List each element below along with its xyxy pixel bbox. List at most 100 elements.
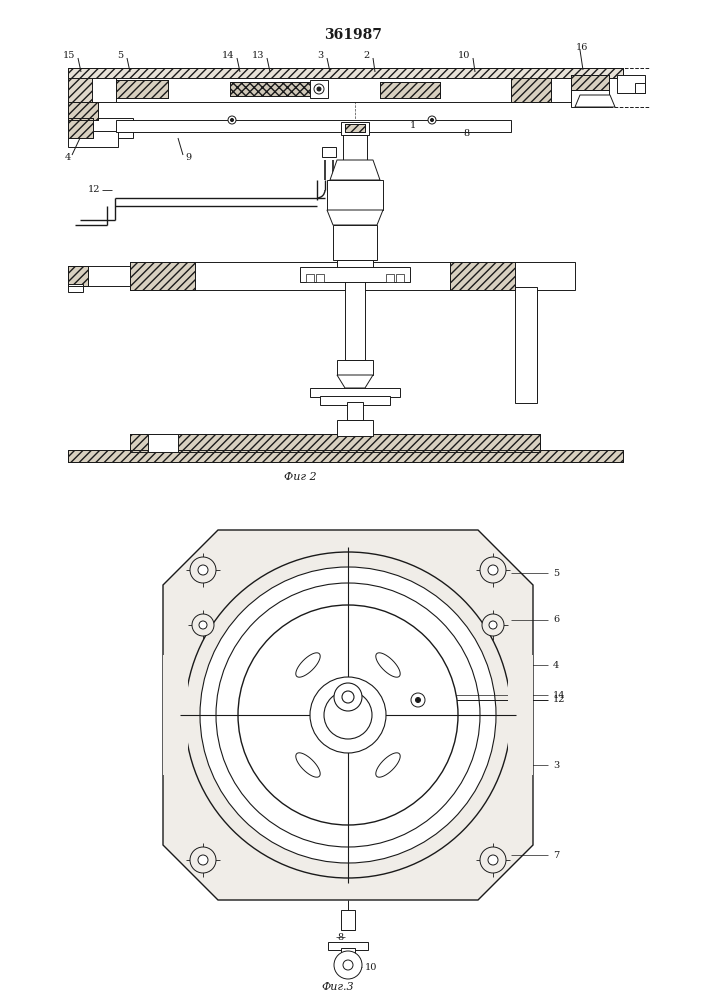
- Bar: [68, 68, 623, 78]
- Text: 16: 16: [575, 42, 588, 51]
- Circle shape: [480, 557, 506, 583]
- Circle shape: [488, 565, 498, 575]
- Bar: [450, 262, 515, 290]
- Bar: [337, 360, 373, 375]
- Bar: [130, 434, 540, 452]
- Bar: [380, 82, 440, 98]
- Circle shape: [216, 583, 480, 847]
- Bar: [163, 655, 188, 775]
- Text: 10: 10: [365, 962, 378, 972]
- Bar: [68, 450, 623, 462]
- Text: 15: 15: [63, 51, 75, 60]
- Bar: [327, 180, 383, 210]
- Circle shape: [198, 565, 208, 575]
- Bar: [322, 147, 336, 157]
- Bar: [508, 655, 533, 775]
- Bar: [571, 75, 609, 90]
- Bar: [306, 274, 314, 282]
- Bar: [635, 83, 645, 93]
- Bar: [116, 120, 511, 132]
- Bar: [116, 78, 511, 102]
- Polygon shape: [163, 530, 533, 900]
- Bar: [68, 118, 133, 138]
- Text: Фиг.3: Фиг.3: [322, 982, 354, 992]
- Bar: [511, 78, 571, 102]
- Text: 8: 8: [463, 129, 469, 138]
- Text: 2: 2: [363, 51, 370, 60]
- Bar: [230, 82, 310, 96]
- Bar: [68, 68, 623, 78]
- Bar: [571, 75, 609, 107]
- Text: 12: 12: [88, 186, 100, 194]
- Text: 8: 8: [337, 932, 343, 942]
- Polygon shape: [575, 95, 615, 107]
- Circle shape: [428, 116, 436, 124]
- Circle shape: [199, 621, 207, 629]
- Bar: [68, 78, 92, 102]
- Bar: [68, 284, 83, 292]
- Bar: [68, 131, 118, 147]
- Circle shape: [228, 116, 236, 124]
- Circle shape: [416, 698, 421, 702]
- Polygon shape: [327, 210, 383, 225]
- Bar: [450, 262, 515, 290]
- Circle shape: [230, 118, 233, 121]
- Circle shape: [185, 552, 511, 878]
- Bar: [68, 118, 93, 138]
- Circle shape: [334, 683, 362, 711]
- Bar: [316, 274, 324, 282]
- Bar: [148, 434, 178, 452]
- Text: 6: 6: [553, 615, 559, 624]
- Circle shape: [480, 847, 506, 873]
- Circle shape: [488, 855, 498, 865]
- Bar: [380, 82, 440, 98]
- Circle shape: [342, 691, 354, 703]
- Text: 3: 3: [317, 51, 324, 60]
- Polygon shape: [376, 753, 400, 777]
- Circle shape: [343, 960, 353, 970]
- Bar: [68, 78, 116, 102]
- Text: 14: 14: [221, 51, 234, 60]
- Bar: [617, 75, 645, 93]
- Bar: [230, 82, 310, 96]
- Bar: [341, 910, 355, 930]
- Bar: [68, 118, 93, 138]
- Bar: [320, 396, 390, 405]
- Polygon shape: [296, 753, 320, 777]
- Bar: [345, 280, 365, 360]
- Text: 361987: 361987: [324, 28, 382, 42]
- Bar: [116, 80, 168, 98]
- Bar: [130, 262, 195, 290]
- Polygon shape: [337, 375, 373, 388]
- Circle shape: [324, 691, 372, 739]
- Circle shape: [198, 855, 208, 865]
- Bar: [116, 80, 168, 98]
- Circle shape: [489, 621, 497, 629]
- Polygon shape: [296, 653, 320, 677]
- Circle shape: [482, 614, 504, 636]
- Text: Фиг 2: Фиг 2: [284, 472, 316, 482]
- Text: 13: 13: [252, 51, 264, 60]
- Circle shape: [314, 84, 324, 94]
- Circle shape: [334, 951, 362, 979]
- Text: 4: 4: [553, 660, 559, 670]
- Bar: [68, 102, 98, 120]
- Bar: [571, 75, 609, 90]
- Bar: [310, 388, 400, 397]
- Bar: [328, 942, 368, 950]
- Text: 12: 12: [553, 696, 566, 704]
- Bar: [68, 266, 88, 286]
- Circle shape: [190, 557, 216, 583]
- Bar: [68, 102, 98, 120]
- Bar: [300, 267, 410, 282]
- Bar: [343, 135, 367, 160]
- Circle shape: [190, 847, 216, 873]
- Text: 10: 10: [457, 51, 470, 60]
- Bar: [396, 274, 404, 282]
- Text: 9: 9: [185, 153, 191, 162]
- Bar: [130, 434, 540, 452]
- Text: 3: 3: [553, 760, 559, 770]
- Bar: [130, 262, 195, 290]
- Bar: [345, 124, 365, 132]
- Bar: [347, 402, 363, 420]
